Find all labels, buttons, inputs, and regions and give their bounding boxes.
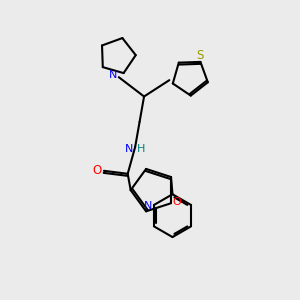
- Text: N: N: [109, 70, 118, 80]
- Text: O: O: [172, 197, 181, 207]
- Text: O: O: [93, 164, 102, 177]
- Text: S: S: [197, 50, 204, 62]
- Text: N: N: [124, 143, 133, 154]
- Text: N: N: [143, 201, 152, 211]
- Text: H: H: [137, 143, 145, 154]
